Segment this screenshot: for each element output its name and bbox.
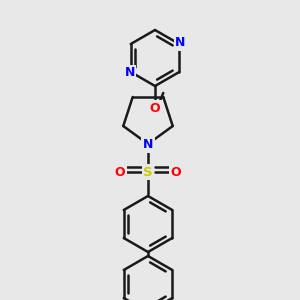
Text: S: S <box>143 166 153 178</box>
Text: O: O <box>150 101 160 115</box>
Text: N: N <box>143 139 153 152</box>
Text: N: N <box>175 37 185 50</box>
Text: N: N <box>124 67 135 80</box>
Text: O: O <box>171 166 181 178</box>
Text: O: O <box>115 166 125 178</box>
